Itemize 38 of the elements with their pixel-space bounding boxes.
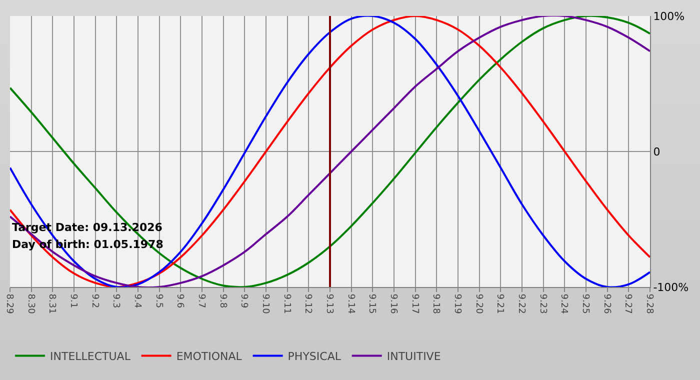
x-tick-label: 9.5: [153, 294, 164, 308]
x-tick-label: 9.27: [622, 294, 633, 314]
x-tick-label: 9.14: [345, 294, 356, 314]
x-tick-label: 9.16: [388, 294, 398, 314]
x-tick-label: 9.3: [110, 294, 121, 308]
x-tick-label: 9.9: [238, 294, 249, 308]
x-tick-label: 9.12: [302, 294, 313, 314]
x-tick-label: 8.30: [25, 294, 36, 314]
y-tick-label: -100%: [653, 280, 689, 294]
x-tick-label: 9.4: [132, 294, 142, 308]
x-tick-label: 9.2: [89, 294, 100, 308]
y-tick-label: 100%: [653, 10, 685, 23]
legend-label: INTUITIVE: [386, 350, 441, 363]
x-tick-label: 9.25: [580, 294, 590, 314]
x-tick-label: 9.20: [473, 294, 484, 314]
x-tick-label: 9.19: [452, 294, 462, 314]
x-tick-label: 9.11: [281, 294, 292, 314]
x-tick-label: 9.18: [430, 294, 441, 314]
legend-label: EMOTIONAL: [176, 350, 243, 363]
x-tick-label: 9.10: [260, 294, 270, 314]
x-tick-label: 9.23: [537, 294, 548, 314]
x-tick-label: 9.21: [494, 294, 505, 314]
x-tick-label: 9.7: [196, 294, 206, 308]
x-tick-label: 8.31: [46, 294, 57, 314]
x-tick-label: 9.13: [324, 294, 334, 314]
x-tick-label: 9.17: [409, 294, 420, 314]
x-tick-label: 9.28: [644, 294, 654, 314]
x-tick-label: 9.22: [516, 294, 526, 314]
x-tick-label: 8.29: [4, 294, 14, 314]
legend-label: PHYSICAL: [288, 350, 342, 363]
y-tick-label: 0: [653, 145, 660, 158]
legend-label: INTELLECTUAL: [50, 350, 132, 363]
x-tick-label: 9.8: [217, 294, 228, 308]
x-tick-label: 9.15: [366, 294, 377, 314]
x-tick-label: 9.1: [68, 294, 78, 308]
x-tick-label: 9.26: [601, 294, 612, 314]
x-tick-label: 9.6: [174, 294, 185, 308]
x-tick-label: 9.24: [558, 294, 569, 314]
